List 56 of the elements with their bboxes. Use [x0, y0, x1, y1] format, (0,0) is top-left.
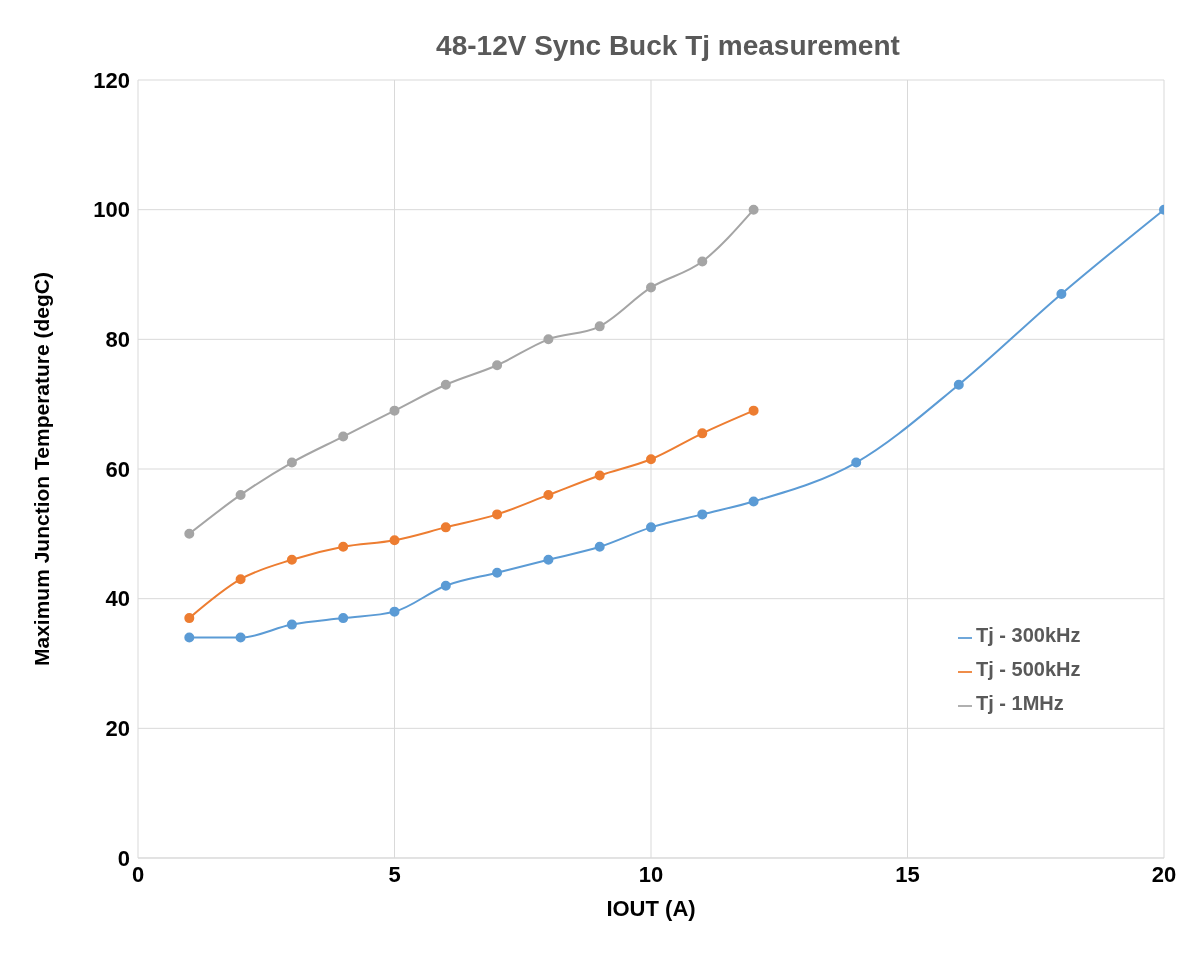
- point: [389, 606, 400, 617]
- point: [286, 619, 297, 630]
- point: [748, 405, 759, 416]
- point: [697, 428, 708, 439]
- y-tick-label: 20: [105, 716, 130, 742]
- chart-title: 48-12V Sync Buck Tj measurement: [435, 30, 901, 62]
- point: [543, 489, 554, 500]
- point: [184, 528, 195, 539]
- point: [851, 457, 862, 468]
- x-axis-title: IOUT (A): [606, 896, 696, 921]
- point: [646, 282, 656, 293]
- point: [543, 334, 554, 345]
- legend-label: Tj - 500kHz: [976, 658, 1081, 680]
- point: [338, 431, 349, 442]
- point: [184, 613, 195, 624]
- point: [594, 321, 605, 332]
- point: [697, 256, 708, 267]
- y-tick-label: 0: [117, 845, 130, 871]
- y-tick-label: 40: [105, 586, 130, 612]
- point: [440, 580, 451, 591]
- point: [953, 379, 964, 390]
- point: [338, 541, 349, 552]
- point: [389, 405, 400, 416]
- point: [697, 509, 708, 520]
- point: [286, 457, 297, 468]
- point: [492, 567, 503, 578]
- point: [1056, 288, 1067, 299]
- point: [646, 522, 656, 533]
- y-tick-label: 100: [93, 197, 130, 223]
- point: [235, 489, 246, 500]
- point: [440, 379, 451, 390]
- x-tick-label: 10: [638, 861, 664, 887]
- x-tick-label: 20: [1151, 861, 1177, 887]
- point: [235, 632, 246, 643]
- x-tick-label: 15: [895, 861, 920, 887]
- y-tick-label: 120: [93, 67, 130, 93]
- legend-label: Tj - 1MHz: [976, 692, 1064, 714]
- y-axis-title: Maximum Junction Temperature (degC): [30, 272, 54, 666]
- point: [235, 574, 246, 585]
- point: [594, 541, 605, 552]
- point: [748, 496, 759, 507]
- point: [646, 454, 656, 465]
- legend-label: Tj - 300kHz: [976, 624, 1081, 646]
- point: [389, 535, 400, 546]
- y-tick-label: 80: [105, 327, 130, 353]
- point: [440, 522, 451, 533]
- point: [594, 470, 605, 481]
- point: [286, 554, 297, 565]
- point: [748, 204, 759, 215]
- point: [543, 554, 554, 565]
- point: [492, 509, 503, 520]
- point: [338, 613, 349, 624]
- y-tick-label: 60: [105, 456, 130, 482]
- point: [492, 360, 503, 371]
- x-tick-label: 5: [388, 861, 401, 887]
- point: [184, 632, 195, 643]
